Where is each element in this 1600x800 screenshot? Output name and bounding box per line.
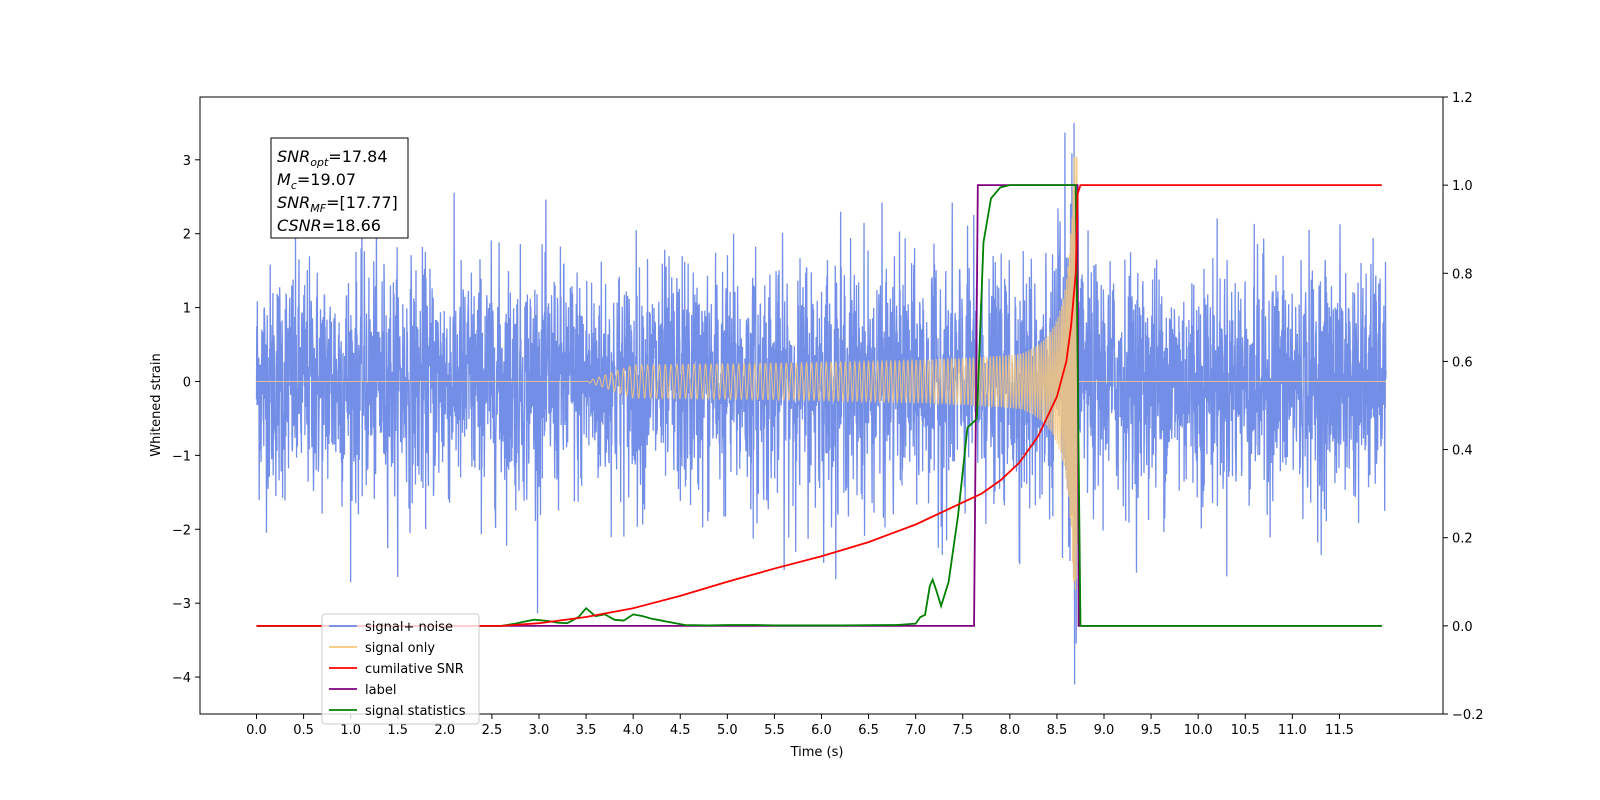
series-signal-only <box>256 156 1387 591</box>
plot-series-group <box>255 122 1387 685</box>
legend-entry: signal only <box>365 641 435 656</box>
y-tick-label: 1 <box>183 302 191 317</box>
right-y-tick-label: 1.2 <box>1452 91 1473 106</box>
x-tick-label: 2.5 <box>482 723 503 738</box>
x-tick-label: 11.0 <box>1278 723 1307 738</box>
snr-annotation-box: SNRopt=17.84Mc=19.07SNRMF=[17.77]CSNR=18… <box>270 137 409 239</box>
right-y-tick-label: 0.4 <box>1452 444 1473 459</box>
right-y-axis: 1.2 1.0 0.8 0.6 0.4 0.2 0.0 −0.2 <box>1443 91 1484 723</box>
y-tick-label: −4 <box>172 671 191 686</box>
x-axis-label: Time (s) <box>790 745 844 760</box>
x-tick-label: 10.5 <box>1231 723 1260 738</box>
legend-entry: signal+ noise <box>365 620 453 635</box>
x-axis: 0.0 0.5 1.0 1.5 2.0 2.5 3.0 3.5 4.0 4.5 5.0 5.5 6.0 6… <box>246 714 1354 738</box>
x-tick-label: 9.0 <box>1094 723 1115 738</box>
annotation-box-border <box>270 137 409 239</box>
right-y-tick-label: 0.2 <box>1452 532 1473 547</box>
y-tick-label: 2 <box>183 228 191 243</box>
x-tick-label: 0.5 <box>293 723 314 738</box>
x-tick-label: 1.5 <box>387 723 408 738</box>
x-tick-label: 8.5 <box>1047 723 1068 738</box>
right-y-tick-label: 0.0 <box>1452 620 1473 635</box>
legend-entry: label <box>365 683 396 698</box>
x-tick-label: 8.0 <box>999 723 1020 738</box>
x-tick-label: 1.0 <box>340 723 361 738</box>
right-y-tick-label: 0.6 <box>1452 355 1473 370</box>
legend-entry: signal statistics <box>365 704 466 719</box>
x-tick-label: 10.0 <box>1184 723 1213 738</box>
x-tick-label: 7.0 <box>905 723 926 738</box>
y-tick-label: 3 <box>183 154 191 169</box>
right-y-tick-label: 0.8 <box>1452 267 1473 282</box>
legend-entry: cumilative SNR <box>365 662 464 677</box>
x-tick-label: 11.5 <box>1325 723 1354 738</box>
x-tick-label: 5.0 <box>717 723 738 738</box>
x-tick-label: 0.0 <box>246 723 267 738</box>
x-tick-label: 3.5 <box>576 723 597 738</box>
y-tick-label: −3 <box>172 597 191 612</box>
plot-area <box>255 122 1387 685</box>
annotation-line: SNRMF=[17.77] <box>277 193 398 215</box>
annotation-line: CSNR=18.66 <box>277 216 381 235</box>
x-tick-label: 3.0 <box>529 723 550 738</box>
x-tick-label: 5.5 <box>764 723 785 738</box>
y-tick-label: −2 <box>172 523 191 538</box>
x-tick-label: 2.0 <box>434 723 455 738</box>
y-axis-label: Whitened strain <box>149 353 164 456</box>
right-y-tick-label: 1.0 <box>1452 179 1473 194</box>
x-tick-label: 4.5 <box>670 723 691 738</box>
y-tick-label: −1 <box>172 449 191 464</box>
x-tick-label: 7.5 <box>952 723 973 738</box>
x-tick-label: 6.0 <box>811 723 832 738</box>
series-signal-noise <box>255 122 1387 685</box>
x-tick-label: 9.5 <box>1141 723 1162 738</box>
y-tick-label: 0 <box>183 375 191 390</box>
series-signal-statistics <box>256 184 1382 627</box>
x-tick-label: 6.5 <box>858 723 879 738</box>
annotation-line: Mc=19.07 <box>277 170 356 192</box>
right-y-tick-label: −0.2 <box>1452 708 1484 723</box>
series-cumulative-snr <box>256 184 1382 627</box>
legend: signal+ noise signal only cumilative SNR la… <box>321 613 480 725</box>
x-tick-label: 4.0 <box>623 723 644 738</box>
legend-box <box>321 613 480 725</box>
annotation-line: SNRopt=17.84 <box>277 147 388 169</box>
left-y-axis: 3 2 1 0 −1 −2 −3 −4 <box>172 154 200 686</box>
